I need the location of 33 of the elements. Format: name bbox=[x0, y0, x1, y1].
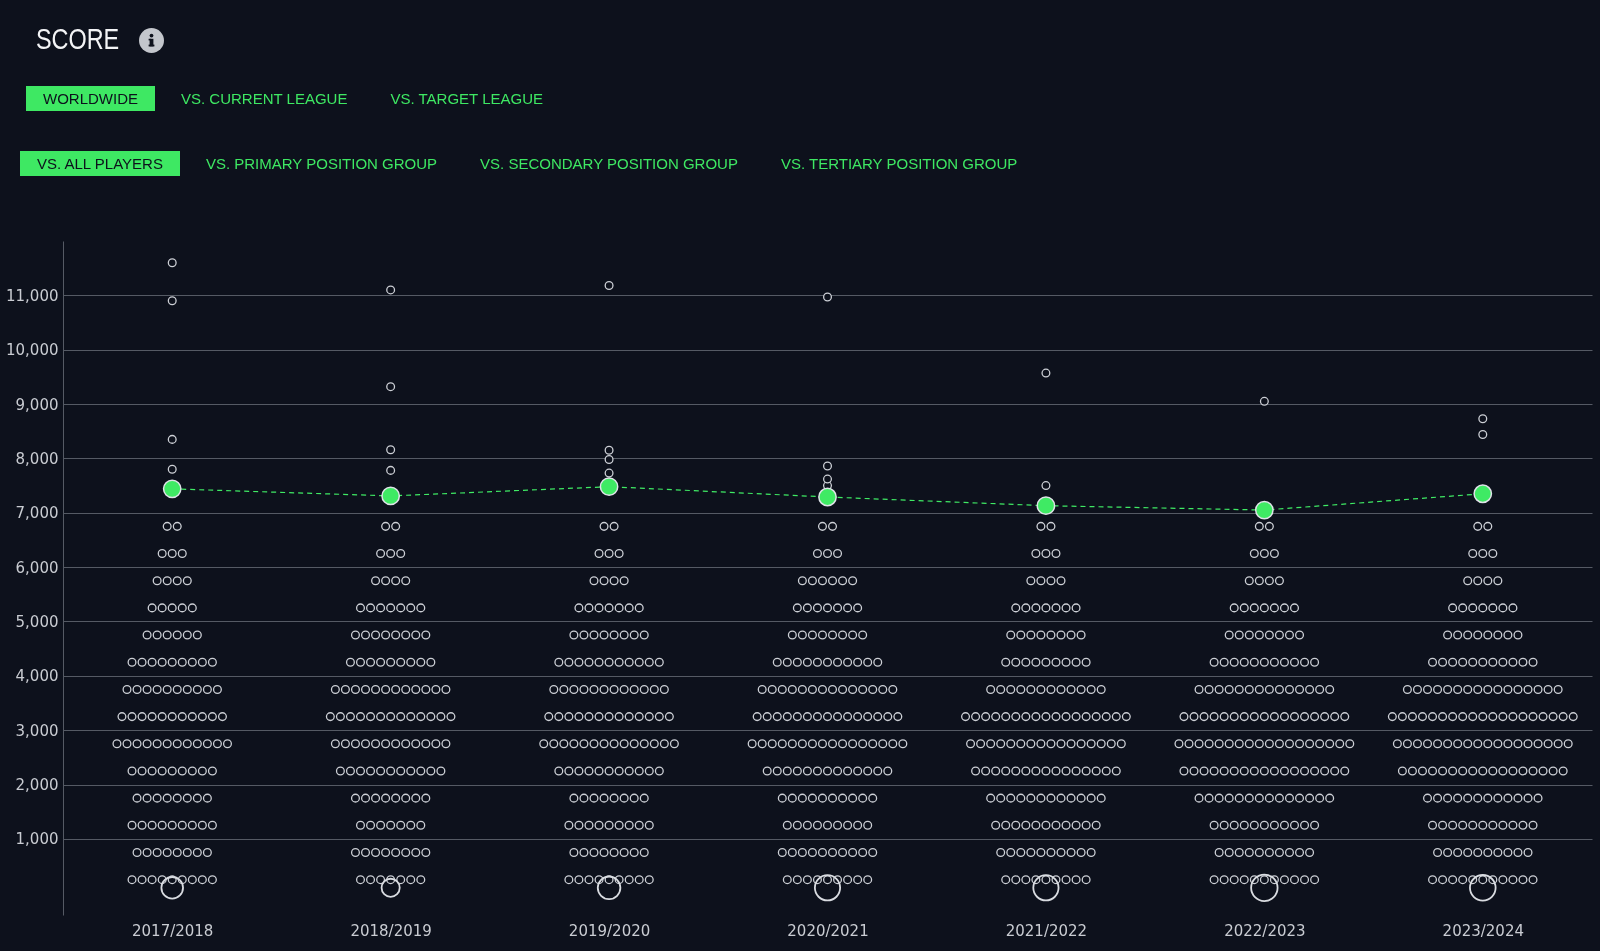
y-tick-label: 10,000 bbox=[6, 341, 59, 360]
point bbox=[818, 487, 837, 507]
point bbox=[1473, 484, 1493, 504]
y-tick-label: 11,000 bbox=[6, 286, 59, 305]
x-tick-label: 2017/2018 bbox=[132, 921, 214, 940]
y-tick-label: 4,000 bbox=[15, 667, 59, 686]
x-tick-label: 2021/2022 bbox=[1005, 921, 1088, 940]
x-tick-label: 2018/2019 bbox=[350, 921, 432, 940]
y-tick-label: 2,000 bbox=[15, 776, 59, 795]
y-tick-label: 5,000 bbox=[15, 612, 59, 631]
x-tick-label: 2022/2023 bbox=[1224, 921, 1306, 940]
y-tick-label: 3,000 bbox=[15, 721, 59, 740]
x-tick-label: 2023/2024 bbox=[1442, 921, 1524, 940]
y-tick-label: 1,000 bbox=[15, 830, 59, 849]
point bbox=[599, 477, 619, 497]
text: VS. TERTIARY POSITION GROUP bbox=[779, 154, 1019, 174]
y-tick-label: 9,000 bbox=[15, 395, 59, 414]
text: WORLDWIDE bbox=[26, 86, 155, 111]
point bbox=[162, 479, 182, 499]
text: VS. SECONDARY POSITION GROUP bbox=[479, 154, 739, 174]
point bbox=[381, 486, 401, 506]
y-tick-label: 7,000 bbox=[15, 504, 59, 523]
point bbox=[1254, 500, 1274, 520]
y-tick-label: 6,000 bbox=[15, 558, 59, 577]
point bbox=[1036, 496, 1056, 516]
y-tick-label: 8,000 bbox=[15, 449, 59, 468]
text: VS. CURRENT LEAGUE bbox=[180, 89, 349, 109]
chart-title: SCORE bbox=[36, 22, 120, 55]
x-tick-label: 2020/2021 bbox=[787, 921, 869, 940]
text: VS. TARGET LEAGUE bbox=[389, 89, 544, 109]
x-tick-label: 2019/2020 bbox=[568, 921, 651, 940]
text: VS. ALL PLAYERS bbox=[20, 151, 180, 176]
text: VS. PRIMARY POSITION GROUP bbox=[204, 154, 439, 174]
